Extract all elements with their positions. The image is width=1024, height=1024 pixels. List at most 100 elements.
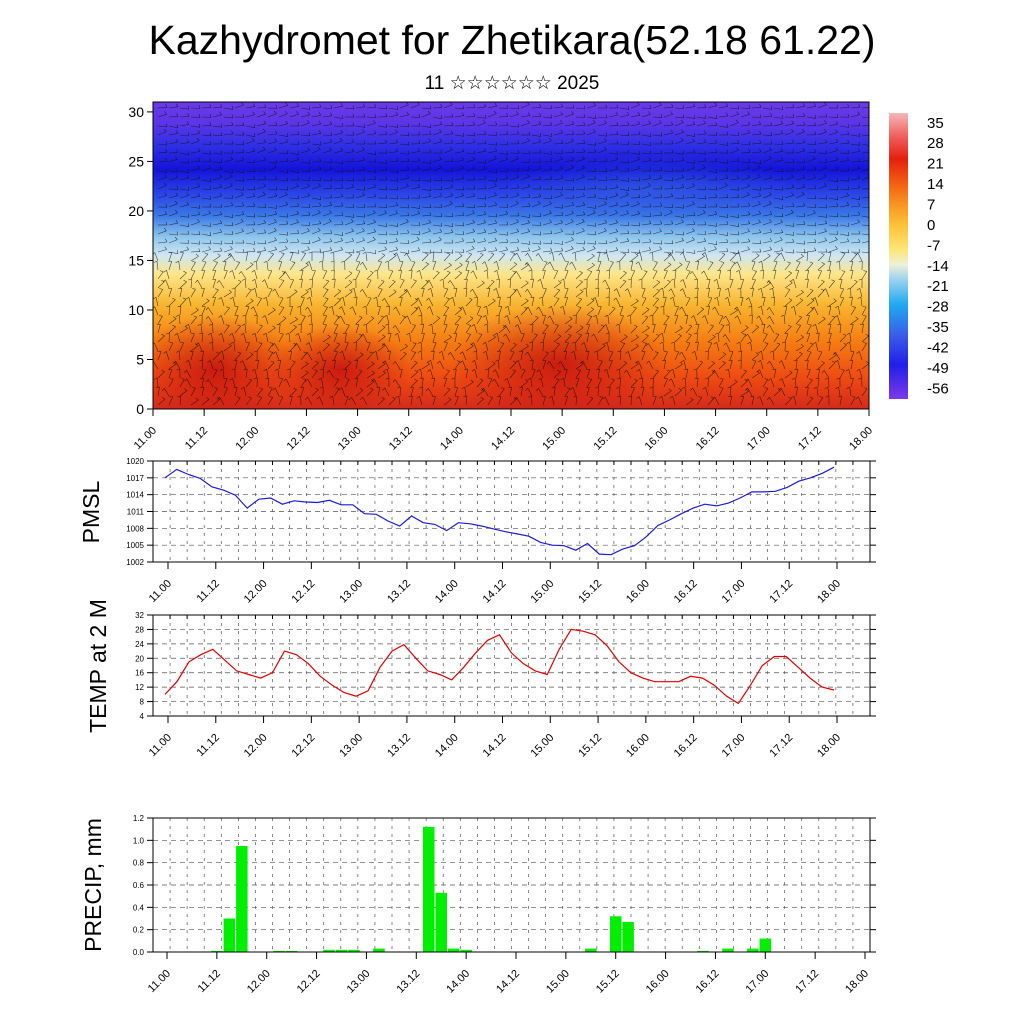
wind-barb (619, 107, 629, 110)
wind-barb-flag (491, 279, 495, 282)
wind-barb (465, 124, 475, 127)
wind-barb-flag (269, 351, 273, 353)
wind-barb (696, 261, 700, 271)
wind-barb-flag (320, 368, 324, 371)
wind-barb-flag (407, 240, 410, 244)
wind-barb (322, 179, 333, 182)
wind-barb-flag (449, 200, 453, 204)
wind-barb-flag (451, 249, 454, 254)
wind-barb-flag (671, 177, 674, 181)
cold-pool (500, 155, 800, 225)
wind-barb (685, 106, 695, 109)
wind-barb-flag (748, 238, 751, 242)
wind-barb-flag (680, 252, 684, 255)
wind-barb (817, 168, 827, 172)
wind-barb (289, 213, 299, 217)
wind-barb-flag (615, 210, 618, 214)
wind-barb-flag (210, 178, 212, 182)
wind-barb (157, 371, 165, 379)
wind-barb-flag (186, 192, 189, 196)
wind-barb (751, 242, 762, 245)
wind-barb-flag (198, 248, 201, 252)
wind-barb-flag (561, 186, 564, 191)
wind-barb-flag (550, 175, 553, 180)
wind-barb-flag (330, 229, 333, 234)
wind-barb (564, 134, 575, 136)
wind-barb-flag (686, 270, 691, 272)
wind-barb (245, 205, 256, 208)
wind-barb (443, 264, 452, 271)
wind-barb-flag (197, 129, 201, 134)
colorbar-tick-label: 28 (927, 135, 944, 152)
wind-barb (817, 231, 827, 235)
wind-barb (509, 133, 519, 136)
wind-barb-flag (711, 370, 715, 374)
wind-barb-flag (593, 102, 596, 106)
wind-barb (663, 281, 671, 289)
wind-barb-flag (738, 250, 740, 254)
wind-barb (432, 251, 443, 253)
wind-barb (168, 222, 178, 226)
wind-barb (399, 221, 409, 226)
wind-barb (366, 272, 374, 280)
wind-barb (344, 273, 353, 280)
wind-barb-flag (716, 115, 718, 119)
wind-barb-flag (525, 298, 529, 301)
wind-barb (288, 333, 291, 343)
wind-barb (432, 351, 435, 361)
wind-barb-flag (571, 201, 575, 206)
wind-barb (517, 315, 522, 325)
x-tick-label: 13.12 (385, 732, 413, 760)
wind-barb-flag (462, 175, 465, 179)
wind-barb-flag (748, 141, 751, 146)
wind-barb-flag (665, 315, 670, 317)
wind-barb-flag (153, 260, 158, 263)
wind-barb (586, 324, 590, 334)
wind-barb (762, 249, 772, 253)
wind-barb-flag (284, 191, 288, 195)
wind-barb-flag (836, 260, 840, 263)
wind-barb-flag (535, 315, 539, 318)
wind-barb (505, 333, 511, 343)
wind-barb-flag (715, 149, 718, 153)
wind-barb-flag (428, 138, 431, 142)
colorbar-scale (889, 113, 908, 399)
wind-barb-flag (703, 247, 707, 251)
wind-barb-flag (604, 219, 607, 223)
wind-barb (520, 140, 530, 145)
wind-barb-flag (197, 211, 201, 215)
wind-barb-flag (800, 343, 804, 347)
wind-barb-flag (328, 305, 333, 309)
wind-barb (377, 233, 387, 236)
wind-barb-flag (483, 237, 487, 242)
x-tick-label: 16.12 (672, 578, 700, 606)
wind-barb-flag (560, 278, 564, 281)
wind-barb-flag (319, 158, 322, 162)
wind-barb-flag (768, 191, 772, 195)
wind-barb (553, 214, 564, 217)
wind-barb (254, 369, 258, 379)
wind-barb-flag (330, 194, 333, 199)
wind-barb (729, 269, 731, 280)
wind-barb (267, 188, 277, 191)
wind-barb-flag (428, 323, 432, 326)
y-tick-label: 0 (136, 401, 144, 417)
wind-barb (355, 317, 363, 325)
wind-barb (773, 170, 784, 172)
wind-barb-flag (504, 305, 509, 309)
wind-barb (531, 141, 541, 145)
wind-barb-flag (616, 131, 619, 135)
wind-barb-flag (242, 149, 245, 153)
wind-barb-flag (807, 351, 812, 353)
wind-barb (201, 233, 211, 237)
wind-barb-flag (364, 213, 366, 218)
wind-barb (190, 345, 199, 352)
wind-barb (696, 324, 700, 334)
wind-barb (311, 205, 321, 208)
wind-barb-flag (398, 269, 402, 271)
wind-barb-flag (787, 324, 792, 327)
wind-barb-flag (427, 110, 431, 114)
wind-barb (190, 168, 200, 172)
wind-barb-flag (471, 324, 475, 327)
